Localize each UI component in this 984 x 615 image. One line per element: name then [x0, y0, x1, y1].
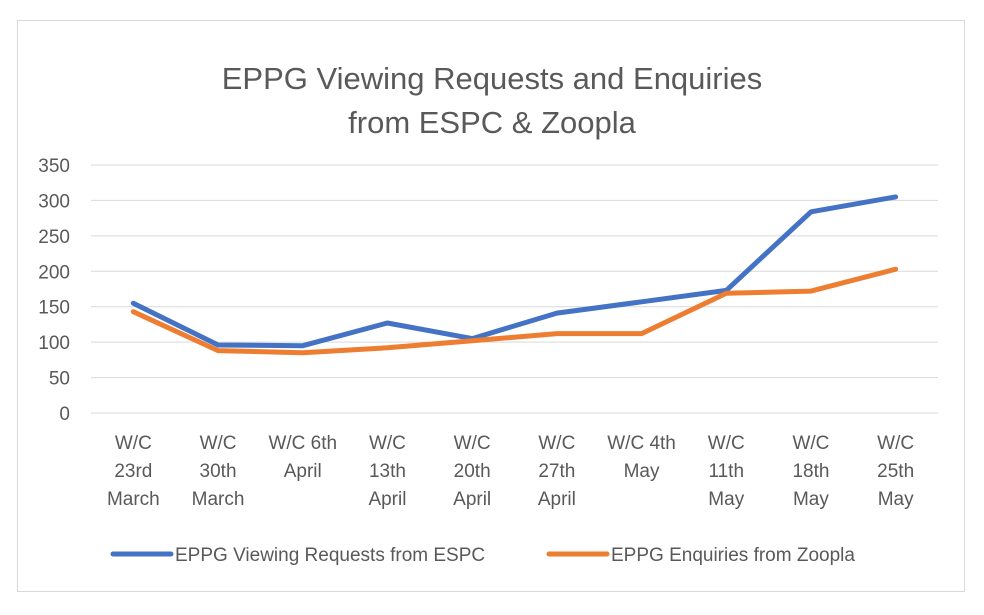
y-axis-tick-labels: 0 50 100 150 200 250 300 350 [38, 156, 70, 425]
x-tick-label-line: 11th [708, 461, 744, 482]
x-tick-label: W/C 6th April [268, 433, 337, 482]
x-tick-label-line: 27th [538, 461, 575, 482]
x-tick-label: W/C 4th May [607, 433, 676, 482]
legend-label: EPPG Viewing Requests from ESPC [175, 545, 485, 566]
legend-label: EPPG Enquiries from Zoopla [611, 545, 855, 566]
x-tick-label-line: May [878, 489, 914, 510]
line-chart: EPPG Viewing Requests and Enquiries from … [38, 61, 938, 566]
chart-container: EPPG Viewing Requests and Enquiries from … [17, 20, 965, 592]
x-tick-label-line: April [284, 461, 322, 482]
x-tick-label-line: 25th [877, 461, 914, 482]
x-tick-label-line: W/C [369, 433, 406, 454]
x-tick-label: W/C 23rd March [107, 433, 160, 510]
x-tick-label-line: W/C [200, 433, 237, 454]
x-tick-label-line: 13th [369, 461, 406, 482]
legend-item: EPPG Enquiries from Zoopla [546, 545, 855, 566]
x-tick-label-line: May [708, 489, 744, 510]
y-tick-label: 100 [38, 333, 70, 354]
series-line-1 [130, 194, 899, 349]
x-tick-label-line: May [793, 489, 829, 510]
x-tick-label-line: 18th [792, 461, 829, 482]
x-tick-label: W/C 30th March [192, 433, 245, 510]
y-tick-label: 300 [38, 191, 70, 212]
x-tick-label: W/C 18th May [792, 433, 829, 510]
x-tick-label-line: W/C [792, 433, 829, 454]
x-tick-label-line: W/C [454, 433, 491, 454]
y-tick-label: 150 [38, 298, 70, 319]
series-line-2 [130, 266, 899, 356]
chart-title-line: EPPG Viewing Requests and Enquiries [222, 61, 763, 96]
y-tick-label: 0 [59, 404, 70, 425]
x-tick-label-line: March [192, 489, 245, 510]
y-tick-label: 350 [38, 156, 70, 177]
series-lines [130, 194, 899, 356]
x-tick-label-line: March [107, 489, 160, 510]
x-tick-label-line: W/C 4th [607, 433, 676, 454]
x-tick-label: W/C 27th April [538, 433, 576, 510]
y-tick-label: 200 [38, 262, 70, 283]
x-tick-label: W/C 20th April [453, 433, 491, 510]
x-tick-label-line: 30th [200, 461, 237, 482]
chart-title-line: from ESPC & Zoopla [348, 105, 636, 140]
x-tick-label-line: 20th [454, 461, 491, 482]
x-axis-tick-labels: W/C 23rd March W/C 30th March W/C 6th April W/C 1… [107, 433, 914, 510]
legend-item: EPPG Viewing Requests from ESPC [110, 545, 485, 566]
x-tick-label: W/C 13th April [368, 433, 406, 510]
legend: EPPG Viewing Requests from ESPC EPPG Enqu… [110, 545, 855, 566]
x-tick-label-line: April [368, 489, 406, 510]
x-tick-label-line: May [624, 461, 660, 482]
chart-title: EPPG Viewing Requests and Enquiries from … [222, 61, 763, 140]
x-tick-label-line: 23rd [114, 461, 152, 482]
x-tick-label-line: W/C [115, 433, 152, 454]
x-tick-label-line: W/C [708, 433, 745, 454]
gridlines [91, 164, 938, 414]
x-tick-label: W/C 11th May [708, 433, 745, 510]
y-tick-label: 50 [49, 369, 70, 390]
x-tick-label-line: W/C [538, 433, 575, 454]
x-tick-label-line: W/C 6th [268, 433, 337, 454]
x-tick-label-line: April [538, 489, 576, 510]
x-tick-label-line: W/C [877, 433, 914, 454]
x-tick-label-line: April [453, 489, 491, 510]
x-tick-label: W/C 25th May [877, 433, 914, 510]
y-tick-label: 250 [38, 227, 70, 248]
